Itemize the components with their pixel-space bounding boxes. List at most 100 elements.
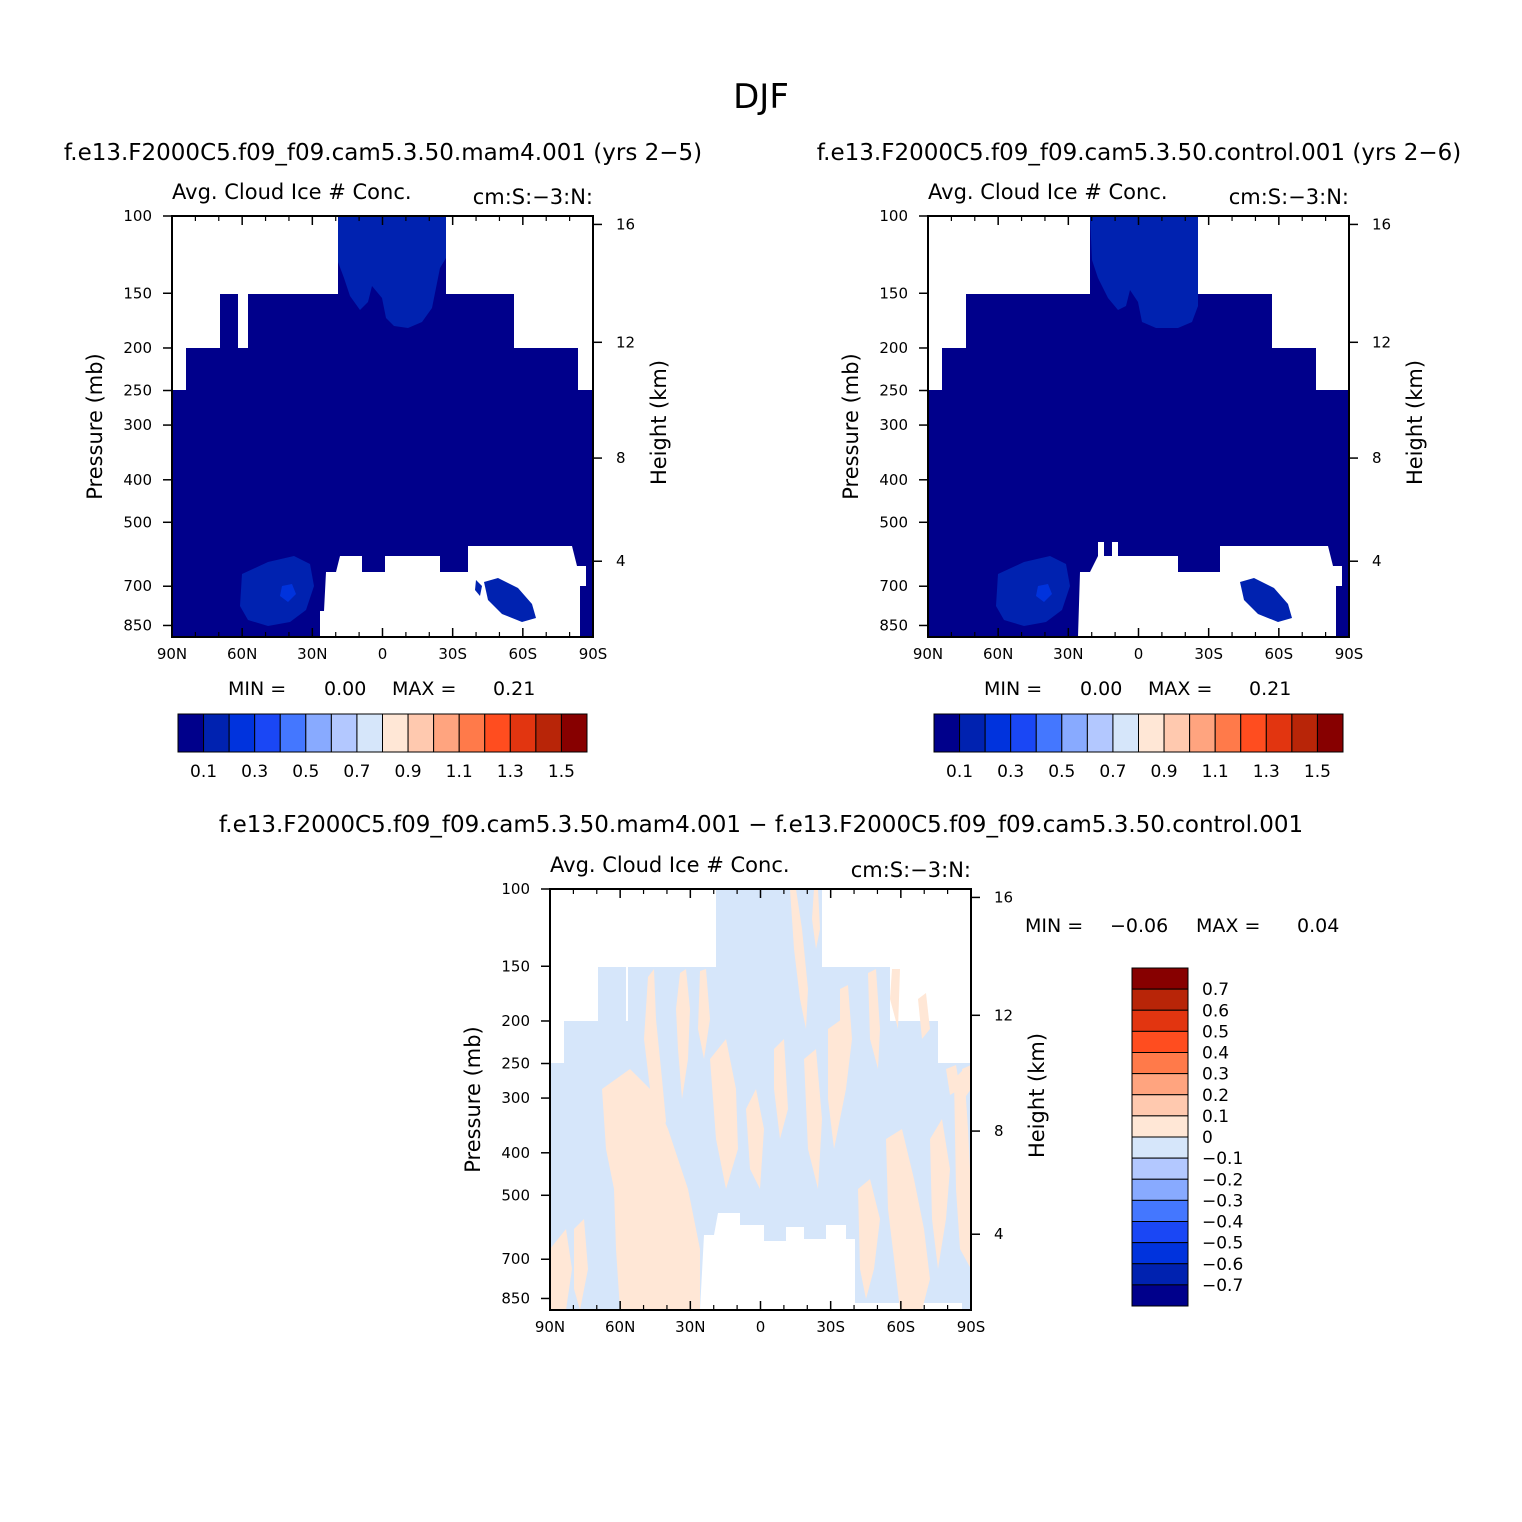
panel-mam4-colorbar-box (407, 713, 435, 753)
panel-control-y-tick-label: 100 (879, 207, 908, 225)
panel-control-max-label: MAX = (1148, 678, 1212, 700)
panel-diff-y2-axis-label: Height (km) (1025, 1033, 1049, 1158)
panel-mam4-colorbar-label: 1.5 (548, 762, 575, 782)
panel-diff-colorbar-box (1131, 1157, 1189, 1180)
panel-mam4-y-tick-label: 250 (123, 382, 152, 400)
panel-mam4-y-tick-label: 150 (123, 284, 152, 302)
panel-mam4-colorbar-box (203, 713, 230, 753)
panel-mam4-y2-tick-label: 4 (616, 552, 626, 570)
panel-control-upper-maximum (1090, 216, 1198, 328)
panel-diff-x-tick-label: 30N (675, 1318, 705, 1336)
panel-mam4-low-sh-edge (475, 580, 482, 596)
panel-mam4-field-inner (172, 216, 593, 637)
panel-mam4-y-tick-label: 300 (123, 416, 152, 434)
panel-mam4-axes: 90N 60N 30N 0 30S 60S 90S 100 150 200 250 300 400 500… (83, 207, 671, 663)
panel-control-y2-tick-label: 4 (1372, 552, 1382, 570)
panel-control-colorbar-box (1138, 713, 1165, 753)
panel-mam4-low-level-region (172, 216, 593, 637)
panel-diff-x-tick-label: 30S (816, 1318, 845, 1336)
panel-diff-x-tick-label: 60S (887, 1318, 916, 1336)
panel-control-x-tick-label: 90N (913, 645, 943, 663)
panel-diff-colorbar-box (1131, 988, 1189, 1011)
panel-control-low-nh-maximum (996, 556, 1070, 626)
panel-control-y-tick-label: 700 (879, 577, 908, 595)
panel-diff-colorbar-box (1131, 1073, 1189, 1096)
panel-mam4-colorbar-label: 0.9 (395, 762, 422, 782)
panel-mam4-colorbar-box (330, 713, 358, 753)
panel-control-colorbar-box (984, 713, 1012, 753)
panel-control-y-tick-label: 400 (879, 471, 908, 489)
panel-mam4-upper-maximum (338, 216, 446, 328)
figure-title: DJF (733, 77, 789, 117)
panel-mam4-colorbar-box (305, 713, 332, 753)
panel-control-colorbar-box (1086, 713, 1114, 753)
panel-control-low-nh-inner (1036, 584, 1052, 602)
panel-diff-colorbar-label: 0 (1202, 1128, 1213, 1148)
panel-control-y2-axis-label: Height (km) (1403, 360, 1427, 485)
panel-control-y-tick-label: 200 (879, 339, 908, 357)
panel-control-colorbar-box (959, 713, 986, 753)
panel-diff-max-label: MAX = (1196, 915, 1260, 937)
panel-diff-field-inner (550, 889, 971, 1310)
panel-control-colorbar-label: 1.5 (1304, 762, 1331, 782)
panel-diff-positive-regions (550, 889, 971, 1310)
panel-diff-x-tick-label: 90S (957, 1318, 986, 1336)
panel-mam4-units: cm:S:−3:N: (473, 185, 593, 209)
panel-diff-x-tick-label: 60N (605, 1318, 635, 1336)
panel-diff-colorbar-label: −0.7 (1202, 1276, 1243, 1296)
panel-diff-y-tick-label: 850 (501, 1289, 530, 1307)
panel-mam4-colorbar-label: 0.5 (292, 762, 319, 782)
panel-diff-colorbar-box (1131, 1263, 1189, 1286)
panel-control-x-tick-label: 90S (1335, 645, 1364, 663)
panel-diff-y-tick-label: 500 (501, 1186, 530, 1204)
panel-mam4-colorbar-box (433, 713, 460, 753)
panel-diff-colorbar-box (1131, 1030, 1189, 1053)
panel-control-units: cm:S:−3:N: (1229, 185, 1349, 209)
panel-diff-x-tick-label: 0 (756, 1318, 766, 1336)
panel-diff-colorbar-label: 0.5 (1202, 1022, 1229, 1042)
panel-diff-y2-tick-label: 16 (994, 888, 1013, 906)
panel-diff-y2-tick-label: 4 (994, 1225, 1004, 1243)
panel-diff-colorbar-label: −0.5 (1202, 1234, 1243, 1254)
panel-mam4-min-value: 0.00 (324, 678, 366, 700)
panel-diff-colorbar-label: 0.2 (1202, 1086, 1229, 1106)
panel-diff-colorbar-box (1131, 1284, 1189, 1307)
panel-control-variable-title: Avg. Cloud Ice # Conc. (928, 180, 1168, 204)
panel-control-colorbar-label: 1.1 (1202, 762, 1229, 782)
panel-mam4-colorbar-box (484, 713, 511, 753)
panel-diff-units: cm:S:−3:N: (851, 858, 971, 882)
panel-control-max-value: 0.21 (1249, 678, 1291, 700)
panel-mam4-low-nh-maximum (240, 556, 314, 626)
panel-control-colorbar-box (1316, 713, 1344, 753)
panel-diff-colorbar-label: 0.6 (1202, 1001, 1229, 1021)
panel-mam4-y-tick-label: 200 (123, 339, 152, 357)
panel-diff-colorbar-label: −0.6 (1202, 1255, 1243, 1275)
panel-control-colorbar-box (1112, 713, 1139, 753)
panel-mam4-colorbar-box (535, 713, 562, 753)
panel-mam4-colorbar-box (458, 713, 486, 753)
panel-diff-min-label: MIN = (1025, 915, 1083, 937)
panel-mam4-y-tick-label: 400 (123, 471, 152, 489)
panel-control-y-tick-label: 850 (879, 616, 908, 634)
panel-mam4-stats: MIN = 0.00 MAX = 0.21 (228, 678, 535, 700)
panel-control-low-sh-maximum (1240, 578, 1292, 622)
panel-mam4-x-tick-label: 90S (579, 645, 608, 663)
panel-control-low-level-region (928, 216, 1349, 637)
panel-mam4-colorbar-label: 0.3 (241, 762, 268, 782)
panel-control-colorbar-box (1291, 713, 1318, 753)
panel-diff-y-tick-label: 400 (501, 1144, 530, 1162)
panel-mam4-x-tick-label: 0 (378, 645, 388, 663)
panel-control-y-tick-label: 500 (879, 513, 908, 531)
panel-diff-run-title: f.e13.F2000C5.f09_f09.cam5.3.50.mam4.001… (219, 812, 1303, 838)
panel-mam4-colorbar-label: 1.3 (497, 762, 524, 782)
panel-mam4-y-tick-label: 850 (123, 616, 152, 634)
panel-control-y-tick-label: 300 (879, 416, 908, 434)
panel-diff-min-value: −0.06 (1110, 915, 1168, 937)
panel-mam4-colorbar: 0.1 0.3 0.5 0.7 0.9 1.1 1.3 1.5 (177, 713, 588, 782)
panel-mam4-field (172, 216, 593, 637)
panel-diff-y-axis-label: Pressure (mb) (461, 1026, 485, 1173)
panel-control-colorbar-box (1265, 713, 1293, 753)
panel-mam4-colorbar-box (279, 713, 307, 753)
panel-diff-colorbar-label: 0.7 (1202, 980, 1229, 1000)
panel-diff-field (550, 889, 971, 1310)
